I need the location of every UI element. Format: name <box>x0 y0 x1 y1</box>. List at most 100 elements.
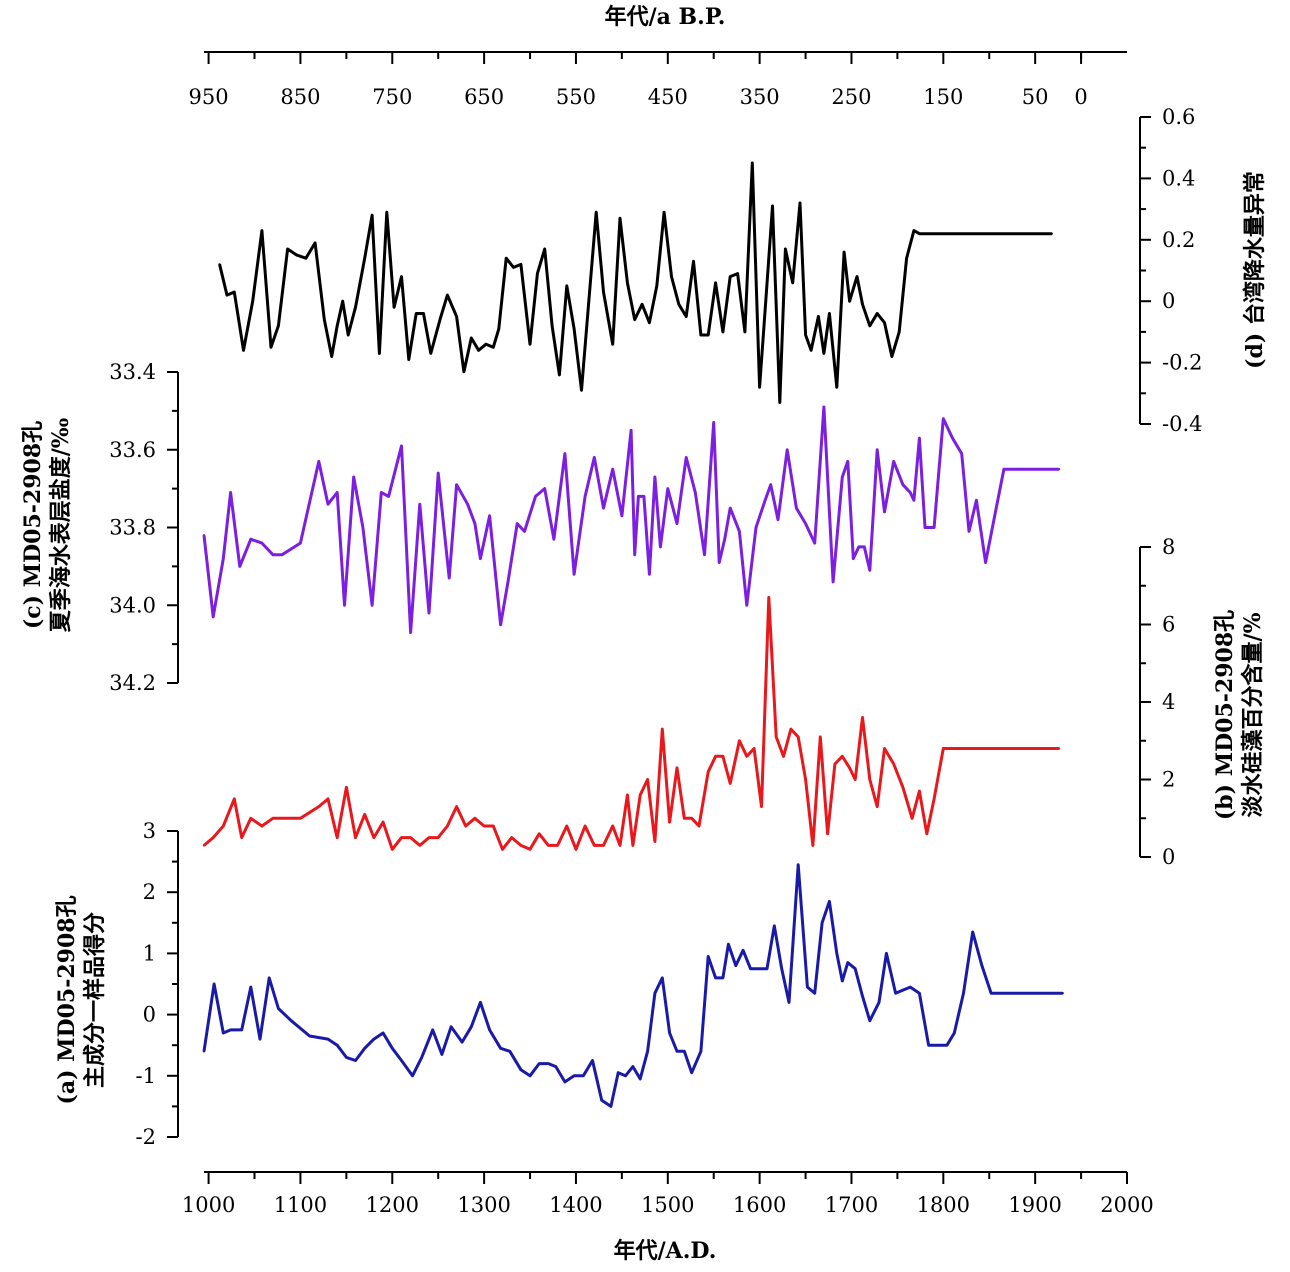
panel-b-data-point <box>861 716 864 719</box>
panel-b-data-point <box>789 727 793 731</box>
panel-c-data-point <box>703 553 706 556</box>
bottom-tick-label: 1800 <box>917 1193 970 1217</box>
panel-c-data-point <box>260 541 264 545</box>
panel-a-data-point <box>868 1019 871 1022</box>
panel-c-data-point <box>280 553 284 556</box>
panel-d-data-point <box>991 232 995 235</box>
panel-d-data-point <box>1028 232 1031 235</box>
panel-c-data-point <box>993 514 996 517</box>
panel-b-data-point <box>782 755 785 758</box>
panel-b-data-point <box>437 836 440 839</box>
top-tick-label: 450 <box>648 85 688 109</box>
panel-c-label-line: 夏季海水表层盐度/‰ <box>48 418 74 633</box>
panel-c-data-point <box>593 456 596 459</box>
panel-b-data-point <box>797 735 800 739</box>
panel-c-data-point <box>271 553 275 556</box>
top-tick-label: 550 <box>556 85 596 109</box>
panel-d-data-point <box>947 232 950 235</box>
panel-c-data-point <box>892 460 895 463</box>
panel-a-data-point <box>734 964 737 967</box>
panel-d-data-point <box>925 232 928 235</box>
panel-a-data-point <box>617 1071 620 1074</box>
panel-a-data-point <box>1061 992 1064 995</box>
panel-b-data-point <box>942 747 945 750</box>
panel-a-tick-label: -1 <box>136 1064 156 1088</box>
panel-b-data-point <box>455 805 458 808</box>
panel-d-data-point <box>392 306 396 309</box>
panel-b-data-point <box>1030 747 1033 750</box>
panel-a-data-point <box>488 1028 491 1032</box>
panel-a-data-point <box>212 982 216 986</box>
panel-d-data-point <box>940 232 943 235</box>
panel-a-data-point <box>945 1044 949 1047</box>
panel-b-data-point <box>646 778 649 781</box>
panel-c-data-point <box>202 534 206 537</box>
panel-c-data-point <box>841 475 844 479</box>
top-axis-bp: 年代/a B.P. 950 850 750 650 550 450 350 250 150 50 0 <box>189 4 1127 109</box>
panel-a-data-point <box>741 949 745 952</box>
panel-b-axis-label: (b) MD05-2908孔淡水硅藻百分含量/% <box>1212 610 1266 820</box>
panel-a-data-point <box>1024 992 1028 995</box>
panel-b-tick-label: 6 <box>1162 613 1175 637</box>
panel-d-label-line: (d) 台湾降水量异常 <box>1242 171 1268 369</box>
panel-a-data-point <box>411 1074 414 1078</box>
panel-d: 0.6 0.4 0.2 0 -0.2 -0.4 (d) 台湾降水量异常 <box>218 105 1268 436</box>
panel-b-data-point <box>519 844 523 847</box>
panel-b-data-point <box>602 844 605 847</box>
panel-a-data-point <box>683 1050 686 1053</box>
panel-d-data-point <box>407 358 410 361</box>
panel-c-data-point <box>552 538 556 541</box>
panel-c-data-point <box>786 448 789 451</box>
panel-a-data-point <box>538 1062 541 1065</box>
panel-a-data-point <box>653 992 657 995</box>
panel-b-series-line <box>203 595 1059 851</box>
panel-b-data-point <box>492 824 495 828</box>
panel-b-data-point <box>538 832 541 835</box>
panel-a-data-point <box>780 967 783 970</box>
panel-d-data-point <box>685 315 688 318</box>
panel-b-data-point <box>738 739 741 742</box>
panel-b-label-line: (b) MD05-2908孔 <box>1212 610 1238 820</box>
panel-a-data-point <box>381 1031 385 1035</box>
panel-b-data-point <box>876 805 879 808</box>
panel-d-data-point <box>438 318 442 321</box>
panel-d-data-point <box>611 343 614 346</box>
panel-a-data-point <box>345 1056 348 1059</box>
panel-d-data-point <box>707 333 710 337</box>
panel-c-data-point <box>659 545 662 549</box>
panel-d-data-point <box>492 346 495 349</box>
panel-c-data-point <box>400 444 403 448</box>
panel-c-data-point <box>918 436 921 440</box>
top-tick-label: 150 <box>923 85 963 109</box>
panel-d-data-point <box>370 214 374 217</box>
panel-a-data-point <box>547 1062 550 1065</box>
panel-b-data-point <box>975 747 978 750</box>
panel-c-label-line: (c) MD05-2908孔 <box>20 421 46 629</box>
panel-a-tick-label: 3 <box>143 819 156 843</box>
panel-c-data-point <box>712 421 715 424</box>
panel-b-data-point <box>501 848 504 851</box>
panel-b-data-point <box>618 844 622 847</box>
panel-a-data-point <box>258 1037 262 1041</box>
top-tick-label: 350 <box>740 85 780 109</box>
panel-d-data-point <box>429 352 432 355</box>
panel-a-data-point <box>268 976 271 980</box>
panel-d-data-point <box>771 204 774 208</box>
panel-b-data-point <box>280 817 284 820</box>
bottom-tick-label: 1400 <box>549 1193 602 1217</box>
panel-a-data-point <box>820 921 824 924</box>
panel-d-data-point <box>977 232 980 235</box>
panel-d-data-point <box>470 336 473 340</box>
panel-a-data-point <box>646 1050 649 1053</box>
panel-d-data-point <box>778 401 781 404</box>
panel-c-data-point <box>642 495 646 498</box>
panel-a-data-point <box>354 1059 357 1062</box>
panel-a-data-point <box>391 1047 394 1050</box>
panel-d-data-point <box>313 241 317 245</box>
panel-a-data-point <box>363 1047 366 1050</box>
panel-d-data-point <box>1006 232 1009 235</box>
panel-a-data-point <box>240 1028 243 1032</box>
panel-b-data-point <box>354 836 357 839</box>
panel-d-tick-label: -0.4 <box>1162 412 1203 436</box>
